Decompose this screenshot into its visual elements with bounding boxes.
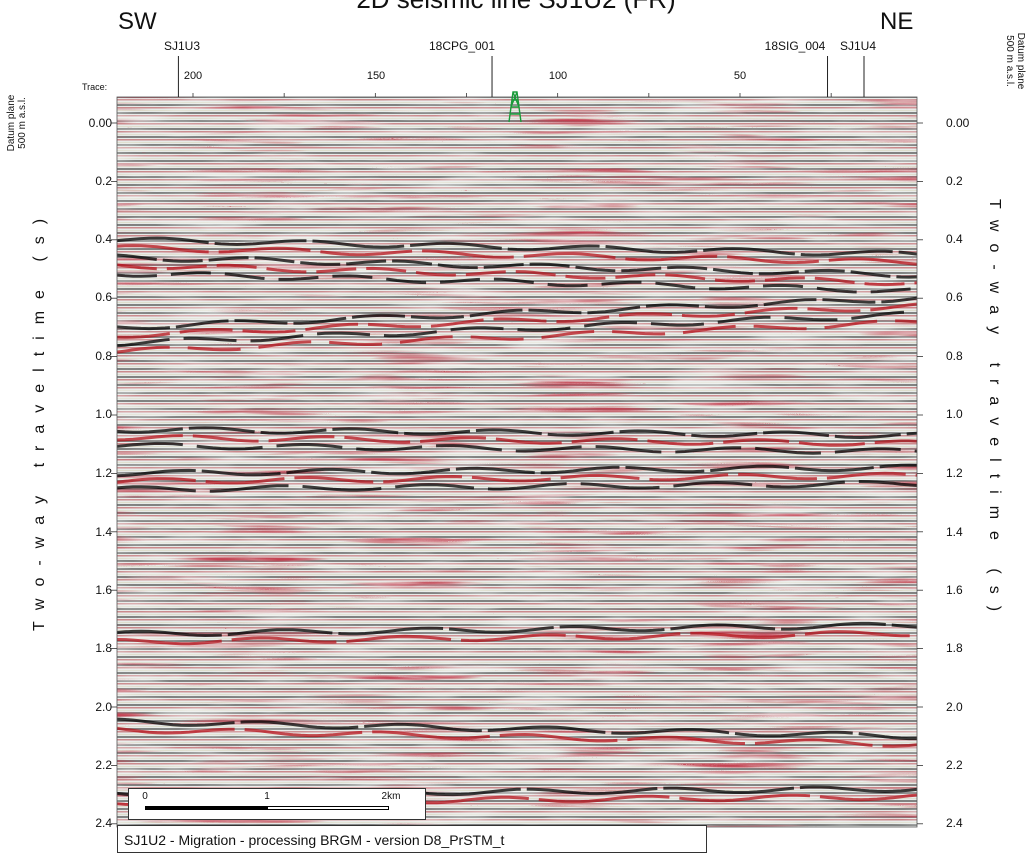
- y-tick-right: 2.2: [946, 758, 963, 772]
- y-tick-left: 1.2: [95, 466, 112, 480]
- y-tick-left: 1.8: [95, 641, 112, 655]
- y-tick-left: 0.2: [95, 174, 112, 188]
- reflector-line: [117, 463, 917, 478]
- chart-title: 2D seismic line SJ1U2 (FR): [0, 0, 1032, 15]
- trace-tick-label: 150: [366, 70, 386, 82]
- y-tick-right: 1.0: [946, 407, 963, 421]
- axis-ticks: [111, 93, 923, 825]
- y-tick-left: 2.4: [95, 816, 112, 830]
- y-tick-right: 0.8: [946, 349, 963, 363]
- drilling-rig-icon: [508, 91, 522, 123]
- y-tick-right: 0.6: [946, 290, 963, 304]
- reflector-line: [117, 271, 917, 294]
- well-label-18sig-004: 18SIG_004: [764, 39, 826, 53]
- reflector-line: [117, 319, 917, 354]
- trace-axis-label: Trace:: [82, 82, 108, 92]
- reflector-line: [117, 244, 917, 266]
- well-label-18cpg-001: 18CPG_001: [428, 39, 496, 53]
- scale-bar-label: 0: [142, 791, 148, 802]
- reflector-line: [117, 717, 917, 741]
- well-label-sj1u3: SJ1U3: [163, 39, 201, 53]
- reflector-line: [117, 263, 917, 287]
- reflector-line: [117, 479, 917, 493]
- scale-bar-label: 1: [264, 791, 270, 802]
- direction-right-label: NE: [880, 8, 914, 35]
- y-tick-right: 0.2: [946, 174, 963, 188]
- trace-tick-label: 200: [183, 70, 203, 82]
- reflector-line: [117, 426, 917, 440]
- trace-tick-label: 100: [548, 70, 568, 82]
- scale-bar: 0 1 2km: [128, 788, 426, 820]
- y-tick-right: 1.4: [946, 525, 963, 539]
- y-tick-left: 1.6: [95, 583, 112, 597]
- reflector-line: [117, 434, 917, 447]
- y-tick-right: 1.8: [946, 641, 963, 655]
- y-tick-right: 1.2: [946, 466, 963, 480]
- y-tick-left: 1.0: [95, 407, 112, 421]
- y-tick-right: 0.00: [946, 116, 970, 130]
- y-tick-right: 2.4: [946, 816, 963, 830]
- y-tick-right: 0.4: [946, 232, 963, 246]
- reflector-line: [117, 296, 917, 331]
- reflector-layer: [117, 236, 917, 807]
- well-markers: [177, 56, 865, 97]
- figure-caption: SJ1U2 - Migration - processing BRGM - ve…: [117, 825, 707, 853]
- y-tick-left: 2.0: [95, 700, 112, 714]
- y-tick-left: 0.8: [95, 349, 112, 363]
- reflector-line: [117, 471, 917, 485]
- reflector-line: [117, 441, 917, 455]
- y-tick-left: 0.4: [95, 232, 112, 246]
- reflector-line: [117, 726, 917, 748]
- reflector-line: [117, 253, 917, 279]
- reflector-line: [117, 302, 917, 339]
- reflector-line: [117, 793, 917, 807]
- direction-left-label: SW: [118, 8, 157, 35]
- trace-tick-label: 50: [733, 70, 747, 82]
- well-label-sj1u4: SJ1U4: [839, 39, 877, 53]
- y-tick-left: 0.6: [95, 290, 112, 304]
- scale-bar-segment: [267, 806, 389, 810]
- reflector-line: [117, 236, 917, 257]
- y-tick-left: 2.2: [95, 758, 112, 772]
- reflector-line: [117, 630, 917, 646]
- y-tick-left: 0.00: [88, 116, 112, 130]
- scale-bar-label: 2km: [381, 791, 401, 802]
- reflector-line: [117, 785, 917, 799]
- y-tick-left: 1.4: [95, 525, 112, 539]
- reflector-line: [117, 621, 917, 638]
- y-tick-right: 2.0: [946, 700, 963, 714]
- scale-bar-segment: [145, 806, 267, 810]
- y-tick-right: 1.6: [946, 583, 963, 597]
